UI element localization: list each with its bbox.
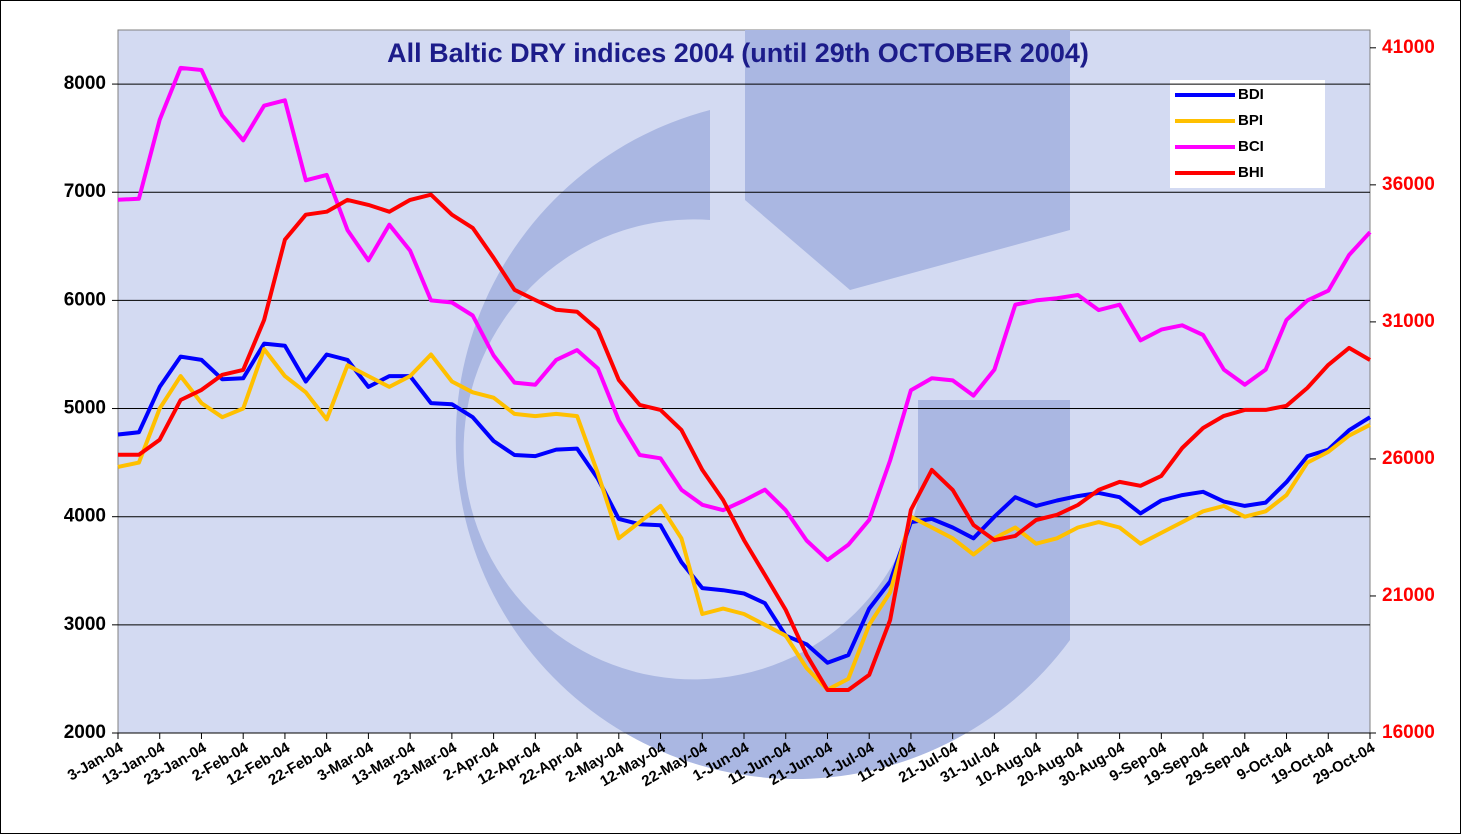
- y-tick-label: 4000: [64, 506, 106, 527]
- series-line: [117, 347, 1371, 692]
- y2-tick-label: 41000: [1382, 37, 1435, 58]
- legend-label: BCI: [1238, 138, 1264, 155]
- y-tick-label: 6000: [64, 289, 106, 310]
- y2-tick-label: 26000: [1382, 448, 1435, 469]
- y-tick-label: 7000: [64, 181, 106, 202]
- legend-label: BDI: [1238, 86, 1264, 103]
- watermark-diamond: [745, 30, 1070, 290]
- y-tick-label: 3000: [64, 614, 106, 635]
- y2-tick-label: 36000: [1382, 174, 1435, 195]
- watermark: [455, 30, 1071, 780]
- series-line: [117, 65, 1372, 562]
- legend-label: BPI: [1238, 112, 1263, 129]
- y-tick-label: 5000: [64, 398, 106, 419]
- y-tick-label: 2000: [64, 722, 106, 743]
- legend-label: BHI: [1238, 164, 1264, 181]
- y2-tick-label: 16000: [1382, 722, 1435, 743]
- chart-title: All Baltic DRY indices 2004 (until 29th …: [387, 38, 1089, 68]
- legend-box: [1170, 80, 1325, 188]
- y2-tick-label: 21000: [1382, 585, 1435, 606]
- series-line: [118, 192, 1372, 692]
- watermark-c: [455, 110, 1071, 780]
- y2-tick-label: 31000: [1382, 311, 1435, 332]
- series-line: [117, 341, 1372, 665]
- y-tick-label: 8000: [64, 73, 106, 94]
